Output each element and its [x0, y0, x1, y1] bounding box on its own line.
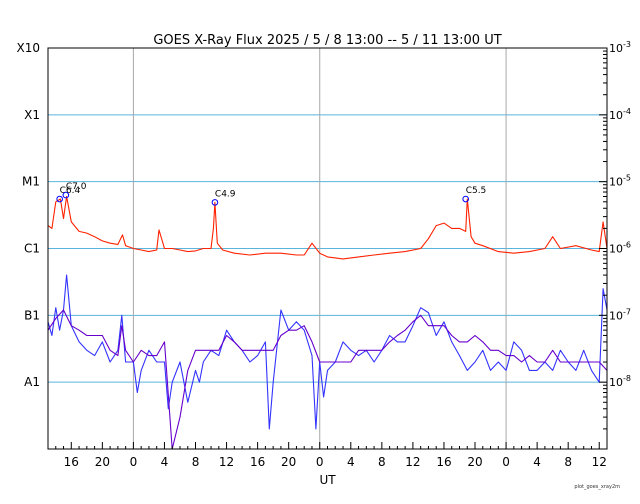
left-axis-label: B1	[24, 308, 40, 322]
x-tick-label: 16	[436, 455, 451, 469]
x-tick-label: 0	[130, 455, 138, 469]
right-axis-label: 10-7	[609, 307, 631, 322]
series-line-0	[47, 195, 608, 260]
right-axis-label-exponent: -8	[623, 374, 631, 383]
flare-marker	[211, 199, 219, 206]
right-axis-label: 10-3	[609, 40, 631, 55]
right-axis-label-exponent: -4	[623, 107, 631, 116]
left-axis-label: A1	[24, 375, 40, 389]
x-tick-label: 4	[533, 455, 541, 469]
left-axis-label: X1	[24, 108, 40, 122]
right-axis-label-base: 10	[609, 42, 623, 55]
x-tick-label: 16	[64, 455, 79, 469]
right-axis-label-base: 10	[609, 309, 623, 322]
left-axis-label: X10	[17, 41, 41, 55]
x-tick-label: 4	[161, 455, 169, 469]
right-axis-label-base: 10	[609, 109, 623, 122]
x-tick-label: 8	[564, 455, 572, 469]
series-line-2	[47, 309, 608, 450]
flare-label: C4.9	[215, 189, 236, 199]
x-tick-label: 12	[405, 455, 420, 469]
right-axis-label: 10-6	[609, 241, 631, 256]
right-axis-label-exponent: -3	[623, 40, 631, 49]
right-axis-label: 10-4	[609, 107, 631, 122]
right-axis-label-base: 10	[609, 376, 623, 389]
x-tick-label: 8	[378, 455, 386, 469]
flare-label: C5.5	[466, 186, 487, 196]
left-axis-label: C1	[24, 242, 40, 256]
right-axis-label-exponent: -6	[623, 241, 631, 250]
chart-title: GOES X-Ray Flux 2025 / 5 / 8 13:00 -- 5 …	[153, 33, 501, 48]
x-tick-label: 16	[250, 455, 265, 469]
right-axis-label-base: 10	[609, 176, 623, 189]
flare-marker	[56, 195, 63, 203]
x-tick-label: 0	[502, 455, 510, 469]
right-axis-label: 10-5	[609, 174, 631, 189]
flare-label: C7.0	[66, 182, 87, 192]
x-tick-label: 20	[281, 455, 296, 469]
x-axis-label: UT	[319, 473, 336, 487]
flare-marker	[62, 191, 70, 199]
right-axis-label-exponent: -7	[623, 307, 631, 316]
right-axis-label-exponent: -5	[623, 174, 631, 183]
x-tick-label: 8	[192, 455, 200, 469]
flare-label: C6.4	[60, 186, 81, 196]
series-line-1	[47, 274, 608, 430]
x-tick-label: 4	[347, 455, 355, 469]
series-layer	[47, 195, 608, 450]
x-tick-label: 20	[95, 455, 110, 469]
right-axis-label-base: 10	[609, 243, 623, 256]
flare-marker	[462, 195, 469, 203]
x-tick-label: 12	[219, 455, 234, 469]
credit-text: plot_goes_xray2m	[574, 484, 620, 490]
x-tick-label: 20	[467, 455, 482, 469]
x-tick-label: 0	[316, 455, 324, 469]
flare-layer: C6.4C7.0 C4.9 C5.5	[56, 182, 487, 206]
left-axis-label: M1	[22, 175, 40, 189]
right-axis-label: 10-8	[609, 374, 631, 389]
x-tick-label: 12	[592, 455, 607, 469]
